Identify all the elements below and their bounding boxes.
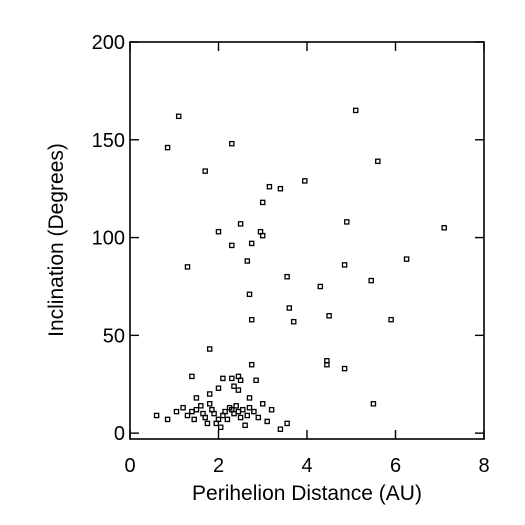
data-point (206, 401, 213, 407)
data-point (229, 375, 235, 382)
y-tick-label: 100 (92, 228, 125, 250)
data-point (284, 420, 290, 427)
data-point (370, 401, 377, 407)
data-point (175, 113, 182, 120)
data-point (224, 416, 231, 423)
data-point (206, 346, 213, 352)
data-point (253, 377, 259, 384)
ticks (129, 41, 485, 439)
x-tick-label: 0 (124, 455, 135, 477)
data-point (277, 426, 284, 432)
tick-labels: 0 2 4 6 8 0 50 100 150 200 (92, 32, 490, 477)
data-point (191, 416, 197, 423)
data-point (403, 256, 410, 262)
data-point (244, 412, 251, 419)
y-tick-label: 200 (92, 32, 125, 54)
data-point (324, 361, 330, 368)
data-point (290, 318, 297, 325)
data-point (229, 242, 235, 249)
plot-frame (129, 41, 485, 440)
y-tick-label: 0 (114, 423, 125, 445)
data-point (240, 406, 246, 413)
data-point (388, 316, 394, 323)
data-point (235, 408, 242, 415)
x-tick-label: 8 (478, 455, 489, 477)
data-point (277, 185, 284, 192)
data-point (189, 408, 195, 415)
data-point (246, 395, 253, 401)
data-point (375, 158, 381, 165)
data-point (231, 410, 237, 417)
data-point (229, 140, 235, 147)
data-point (248, 240, 255, 247)
data-point (193, 395, 200, 401)
data-point (341, 262, 348, 268)
x-axis-title: Perihelion Distance (AU) (192, 482, 422, 505)
data-point (206, 391, 213, 397)
data-point (198, 403, 204, 409)
data-point (246, 291, 253, 298)
data-point (202, 168, 208, 174)
data-point (302, 178, 308, 184)
y-tick-label: 50 (103, 325, 125, 347)
data-point (266, 183, 273, 190)
data-point (368, 277, 374, 284)
data-point (173, 408, 180, 415)
data-point (242, 422, 248, 429)
data-point (202, 414, 208, 421)
data-points (153, 107, 447, 432)
data-point (164, 416, 171, 423)
data-point (344, 219, 350, 225)
data-point (237, 221, 244, 227)
data-point (153, 412, 160, 419)
data-point (217, 424, 224, 431)
x-tick-label: 4 (301, 455, 312, 477)
data-point (215, 228, 222, 235)
data-point (248, 316, 255, 323)
axes (129, 41, 485, 440)
data-point (326, 313, 332, 319)
data-point (215, 416, 222, 423)
data-point (204, 420, 211, 427)
data-point (248, 361, 255, 368)
data-point (231, 383, 237, 389)
data-point (251, 408, 257, 415)
y-tick-label: 150 (92, 130, 125, 152)
data-point (264, 418, 270, 425)
data-point (237, 377, 244, 384)
x-tick-label: 6 (390, 455, 401, 477)
data-point (189, 373, 195, 380)
x-tick-label: 2 (213, 455, 224, 477)
data-point (259, 232, 266, 239)
data-point (235, 387, 242, 393)
data-point (244, 258, 251, 264)
data-point (341, 365, 348, 372)
data-point (352, 107, 359, 114)
data-point (441, 225, 447, 231)
y-axis-title: Inclination (Degrees) (45, 143, 68, 337)
data-point (222, 408, 228, 415)
data-point (268, 406, 275, 413)
data-point (246, 404, 253, 411)
data-point (164, 144, 171, 151)
data-point (284, 273, 290, 280)
data-point (215, 385, 222, 391)
data-point (220, 375, 226, 382)
data-point (211, 410, 217, 417)
data-point (255, 414, 262, 421)
data-point (233, 403, 239, 409)
data-point (193, 406, 200, 413)
data-point (259, 401, 266, 407)
data-point (180, 404, 186, 411)
data-point (259, 199, 266, 206)
data-point (184, 264, 191, 270)
data-point (317, 283, 324, 290)
data-point (286, 305, 293, 311)
data-point (237, 414, 244, 421)
data-point (184, 412, 191, 419)
